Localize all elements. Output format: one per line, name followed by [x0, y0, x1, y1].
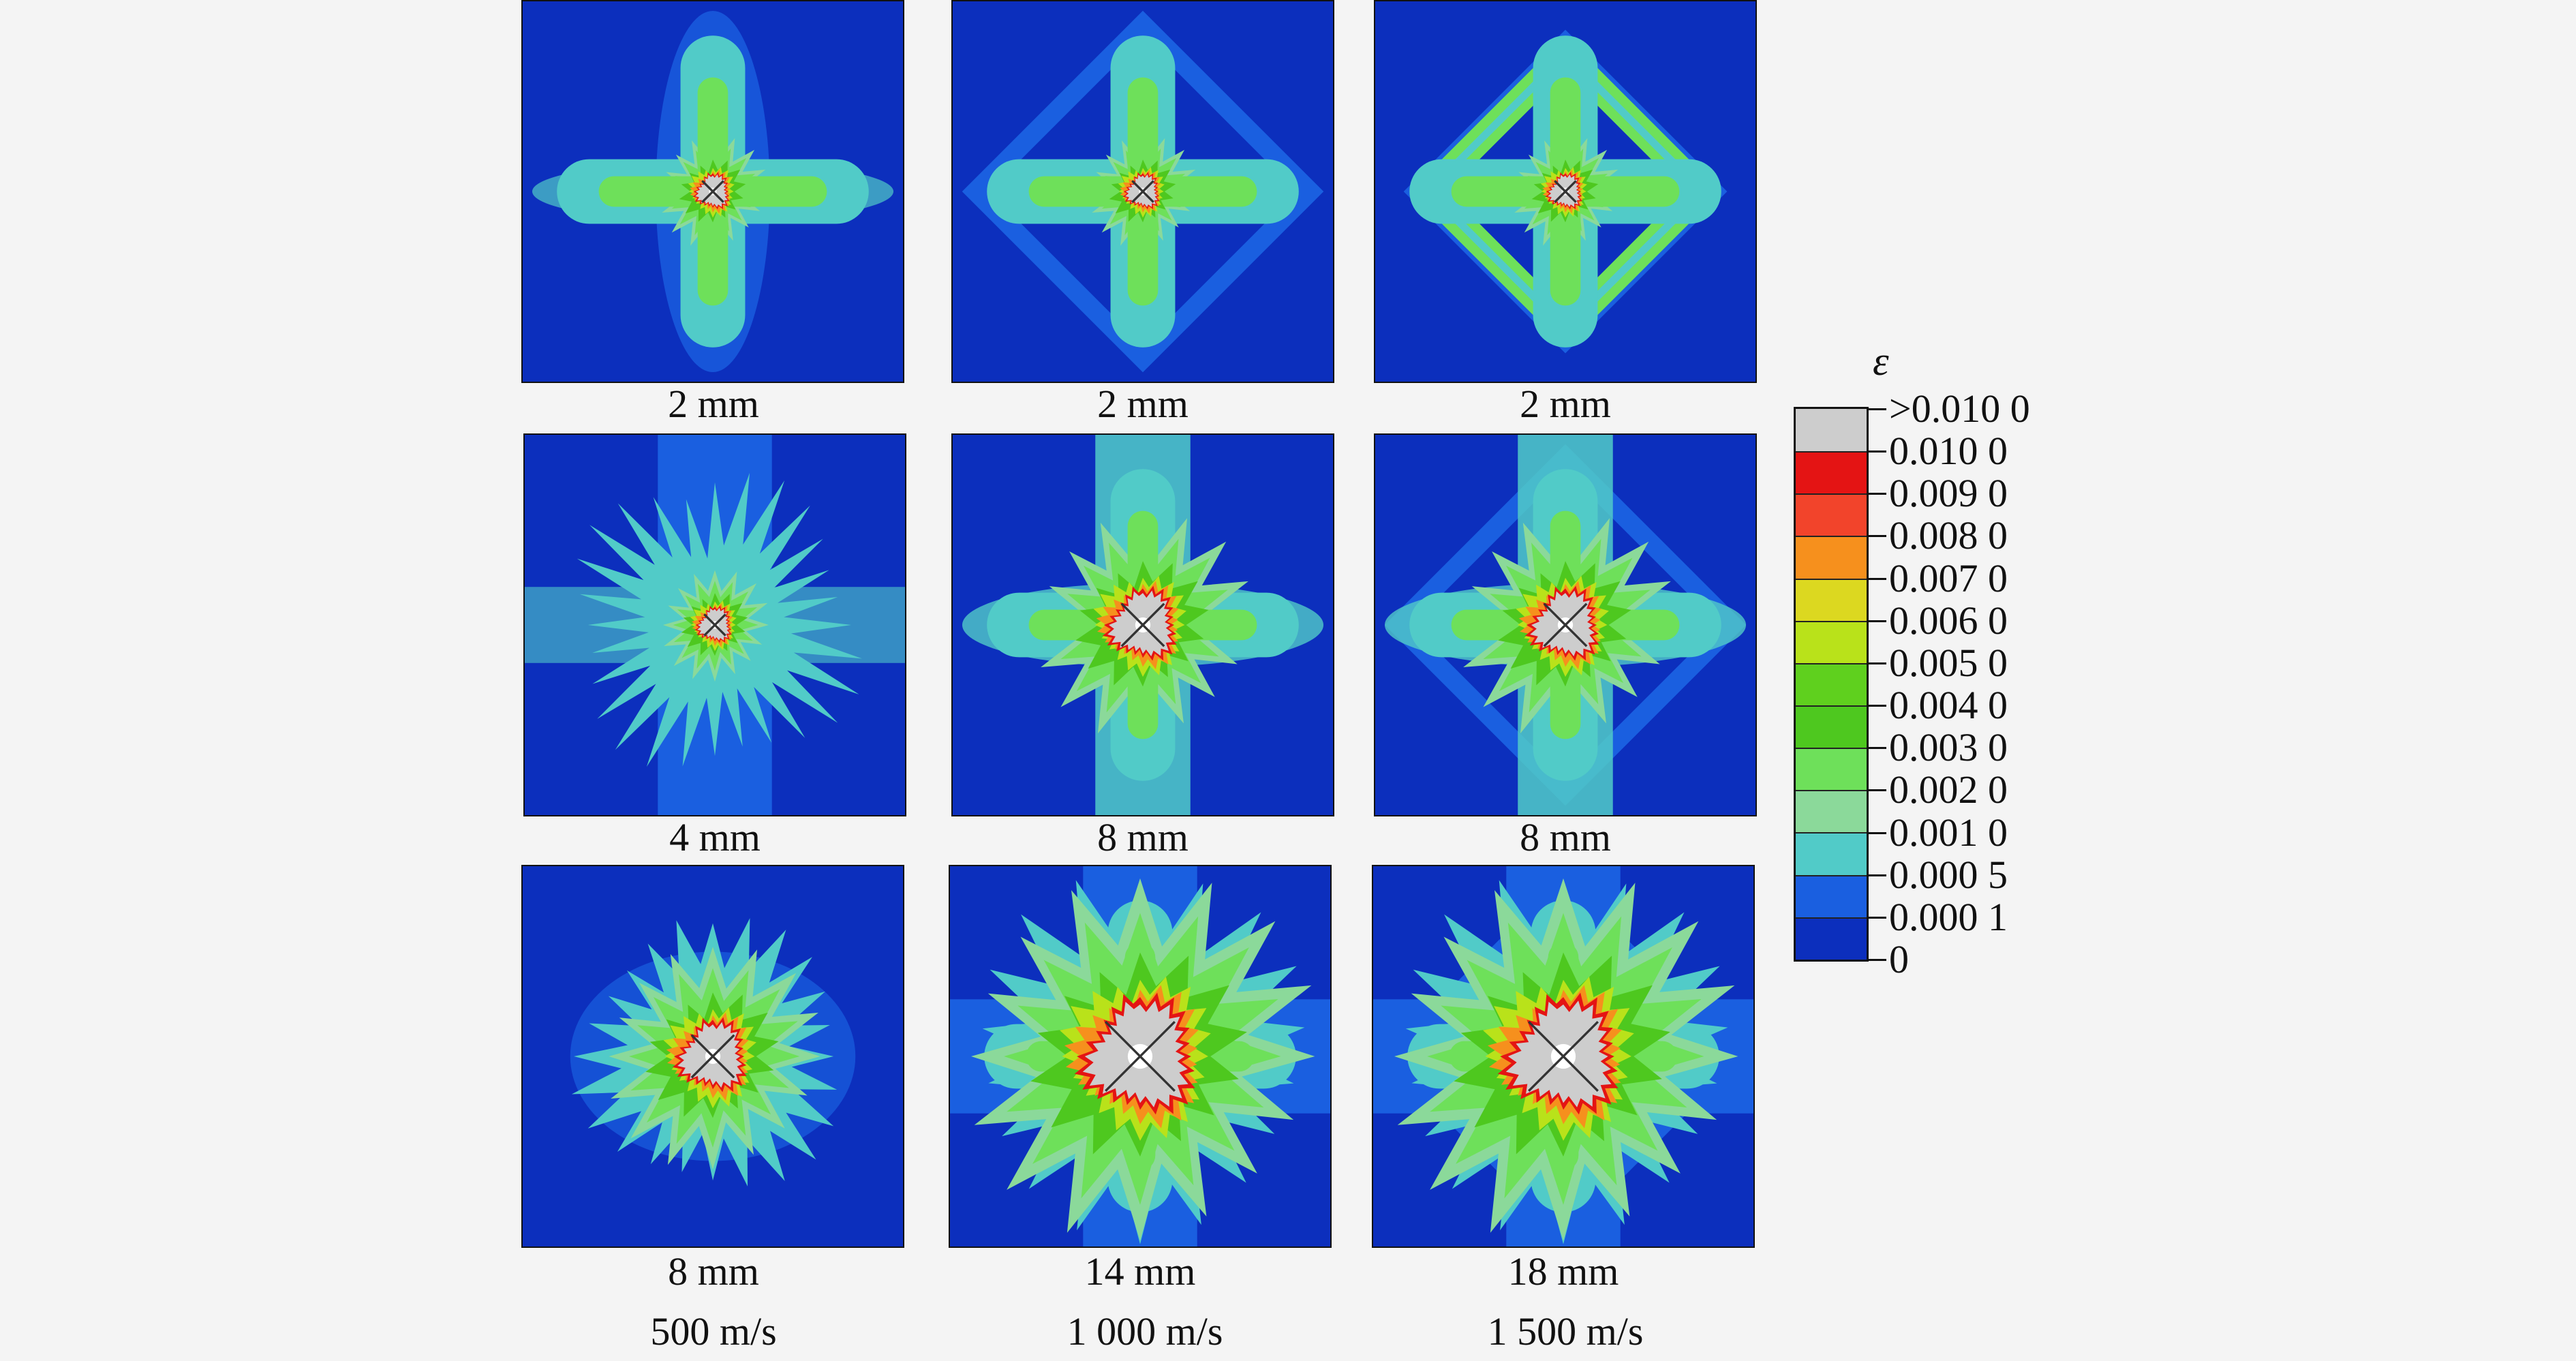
- colorbar-swatch: [1796, 536, 1867, 579]
- strain-contour-plot: [523, 1, 903, 382]
- strain-contour-plot: [950, 866, 1330, 1247]
- colorbar-tick: [1869, 789, 1886, 792]
- colorbar-tick-label: 0.008 0: [1889, 513, 2008, 558]
- strain-panel-8mm-1000: [951, 433, 1334, 816]
- colorbar-tick-label: 0.000 1: [1889, 894, 2008, 939]
- panel-label: 14 mm: [1084, 1249, 1196, 1294]
- colorbar-tick: [1869, 705, 1886, 707]
- colorbar-swatch: [1796, 493, 1867, 536]
- colorbar-tick-label: 0.006 0: [1889, 598, 2008, 643]
- strain-panel-18mm-1500: [1372, 865, 1755, 1248]
- strain-panel-2mm-1500: [1374, 0, 1757, 383]
- colorbar-tick: [1869, 747, 1886, 750]
- velocity-label: 1 500 m/s: [1487, 1309, 1644, 1354]
- colorbar: [1794, 407, 1869, 962]
- panel-label: 2 mm: [668, 382, 759, 426]
- colorbar-swatch: [1796, 409, 1867, 452]
- strain-panel-4mm-500: [523, 433, 906, 816]
- colorbar-tick-label: 0: [1889, 937, 1909, 981]
- colorbar-swatch: [1796, 451, 1867, 494]
- panel-label: 2 mm: [1520, 382, 1611, 426]
- colorbar-tick-label: 0.007 0: [1889, 555, 2008, 600]
- colorbar-tick-label: 0.009 0: [1889, 471, 2008, 516]
- strain-contour-plot: [1373, 866, 1753, 1247]
- colorbar-tick-label: >0.010 0: [1889, 386, 2030, 431]
- colorbar-tick: [1869, 577, 1886, 580]
- colorbar-swatch: [1796, 790, 1867, 833]
- strain-contour-plot: [525, 435, 905, 815]
- colorbar-tick: [1869, 831, 1886, 834]
- colorbar-tick-label: 0.002 0: [1889, 767, 2008, 812]
- strain-contour-plot: [953, 435, 1333, 815]
- strain-panel-8mm-1500: [1374, 433, 1757, 816]
- colorbar-tick: [1869, 874, 1886, 876]
- strain-panel-14mm-1000: [949, 865, 1332, 1248]
- colorbar-tick-label: 0.005 0: [1889, 640, 2008, 685]
- strain-contour-plot: [523, 866, 903, 1247]
- colorbar-tick: [1869, 450, 1886, 453]
- colorbar-tick: [1869, 959, 1886, 961]
- colorbar-swatch: [1796, 662, 1867, 705]
- colorbar-swatch: [1796, 620, 1867, 663]
- colorbar-swatch: [1796, 578, 1867, 621]
- colorbar-tick-label: 0.001 0: [1889, 810, 2008, 855]
- colorbar-tick: [1869, 408, 1886, 410]
- panel-label: 2 mm: [1097, 382, 1189, 426]
- velocity-label: 1 000 m/s: [1067, 1309, 1223, 1354]
- colorbar-tick: [1869, 535, 1886, 538]
- colorbar-tick-label: 0.004 0: [1889, 683, 2008, 728]
- colorbar-tick: [1869, 493, 1886, 495]
- colorbar-tick: [1869, 620, 1886, 622]
- strain-contour-plot: [1375, 435, 1755, 815]
- colorbar-tick-label: 0.000 5: [1889, 852, 2008, 897]
- strain-panel-2mm-1000: [951, 0, 1334, 383]
- panel-label: 8 mm: [1097, 815, 1189, 859]
- colorbar-swatch: [1796, 874, 1867, 917]
- colorbar-tick-label: 0.003 0: [1889, 725, 2008, 770]
- colorbar-tick: [1869, 916, 1886, 919]
- strain-contour-plot: [1375, 1, 1755, 382]
- strain-contour-plot: [953, 1, 1333, 382]
- panel-label: 8 mm: [1520, 815, 1611, 859]
- panel-label: 18 mm: [1507, 1249, 1619, 1294]
- strain-panel-2mm-500: [521, 0, 904, 383]
- colorbar-tick-label: 0.010 0: [1889, 429, 2008, 474]
- panel-label: 4 mm: [669, 815, 761, 859]
- velocity-label: 500 m/s: [650, 1309, 777, 1354]
- colorbar-title: ε: [1873, 339, 1889, 384]
- colorbar-tick: [1869, 662, 1886, 664]
- colorbar-swatch: [1796, 832, 1867, 875]
- strain-panel-8mm-500: [521, 865, 904, 1248]
- colorbar-swatch: [1796, 705, 1867, 748]
- colorbar-swatch: [1796, 748, 1867, 791]
- panel-label: 8 mm: [668, 1249, 759, 1294]
- colorbar-swatch: [1796, 917, 1867, 960]
